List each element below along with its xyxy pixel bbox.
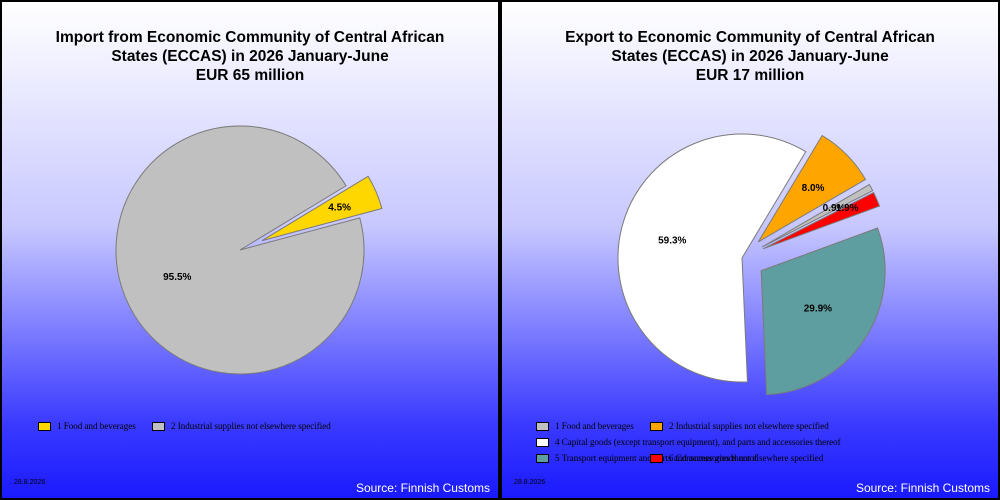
pie-slice [261,175,383,242]
pie-slice [757,134,867,243]
slice-label: 4.5% [328,203,351,214]
chart-title-line-3: EUR 65 million [195,67,305,84]
legend-swatch [536,437,549,447]
export-chart-panel: Export to Economic Community of Central … [500,0,1000,500]
pie-slice [617,133,807,383]
chart-source: Source: Finnish Customs [355,481,490,495]
slice-label: 0.9% [823,203,846,214]
legend-item: 2 Industrial supplies not elsewhere spec… [650,420,829,432]
legend-label: 4 Capital goods (except transport equipm… [555,437,841,447]
chart-source: Source: Finnish Customs [855,481,990,495]
legend-item: 1 Food and beverages [38,420,136,432]
legend-swatch [650,421,663,431]
pie-slice [760,227,886,396]
legend-swatch [650,453,663,463]
pie-slice [762,191,881,250]
legend-label: 1 Food and beverages [555,421,634,431]
legend-label: 6 Consumer goods not elsewhere specified [669,453,824,463]
legend-label: 2 Industrial supplies not elsewhere spec… [669,421,829,431]
legend-swatch [536,421,549,431]
chart-title-line-2: States (ECCAS) in 2026 January-June [611,48,889,65]
legend-item: 6 Consumer goods not elsewhere specified [650,452,823,464]
slice-label: 59.3% [658,235,686,246]
legend-item: 2 Industrial supplies not elsewhere spec… [152,420,331,432]
chart-title-line-1: Export to Economic Community of Central … [565,29,935,46]
slice-label: 1.9% [836,203,859,214]
import-pie-chart: 4.5% 95.5% [115,125,383,375]
chart-title-line-3: EUR 17 million [695,67,805,84]
export-pie-chart: 0.9% 8.0% 59.3% 29.9% 1.9% [617,133,886,396]
legend-label: 2 Industrial supplies not elsewhere spec… [171,421,331,431]
chart-title-line-1: Import from Economic Community of Centra… [55,29,445,46]
legend-label: 1 Food and beverages [57,421,136,431]
legend-item: 4 Capital goods (except transport equipm… [536,436,841,448]
legend-item: 1 Food and beverages [536,420,634,432]
pie-slice [761,183,874,248]
chart-date: 28.8.2026 [14,479,46,486]
slice-label: 95.5% [163,272,191,283]
slice-label: 29.9% [804,304,832,315]
slice-label: 8.0% [802,183,825,194]
legend-swatch [536,453,549,463]
legend-swatch [38,421,51,431]
pie-slice [115,125,365,375]
chart-title: Import from Economic Community of Centra… [2,28,498,85]
import-chart-panel: Import from Economic Community of Centra… [0,0,500,500]
chart-date: 28.8.2026 [514,479,546,486]
chart-title: Export to Economic Community of Central … [502,28,998,85]
legend-swatch [152,421,165,431]
chart-title-line-2: States (ECCAS) in 2026 January-June [111,48,389,65]
